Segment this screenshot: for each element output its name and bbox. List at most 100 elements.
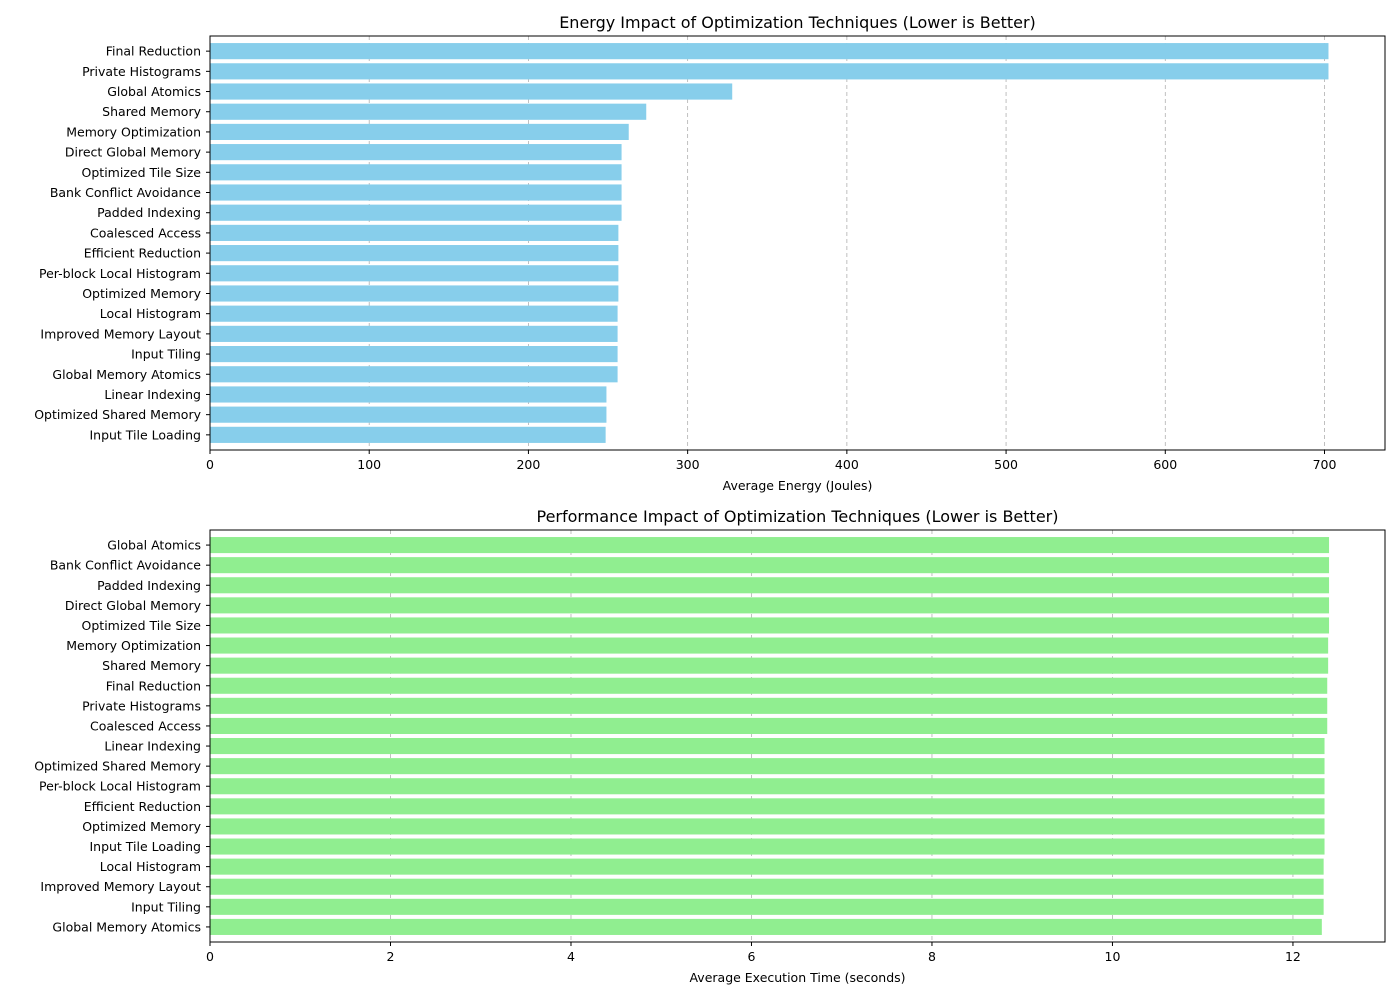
- bar: [210, 184, 622, 201]
- bar: [210, 758, 1325, 775]
- y-tick-label: Optimized Memory: [82, 286, 201, 301]
- y-tick-label: Local Histogram: [100, 306, 201, 321]
- bar: [210, 83, 733, 100]
- bar: [210, 224, 619, 241]
- y-tick-label: Improved Memory Layout: [40, 326, 201, 341]
- bar: [210, 386, 607, 403]
- bar: [210, 798, 1325, 815]
- x-tick-label: 8: [928, 949, 936, 964]
- performance-chart: Global Atomics Bank Conflict Avoidance Pad…: [34, 507, 1386, 985]
- bar: [210, 818, 1325, 835]
- y-tick-label: Local Histogram: [100, 859, 201, 874]
- chart-title: Performance Impact of Optimization Techn…: [537, 507, 1059, 526]
- bar: [210, 345, 618, 363]
- y-tick-label: Direct Global Memory: [65, 145, 202, 160]
- x-tick-label: 0: [206, 457, 214, 472]
- bar: [210, 164, 622, 181]
- y-tick-label: Global Atomics: [107, 538, 201, 553]
- bar: [210, 858, 1324, 875]
- y-tick-label: Private Histograms: [82, 698, 201, 713]
- x-tick-label: 400: [835, 457, 859, 472]
- x-tick-label: 12: [1285, 949, 1301, 964]
- x-tick-label: 6: [747, 949, 755, 964]
- y-tick-label: Final Reduction: [106, 678, 201, 693]
- chart-title: Energy Impact of Optimization Techniques…: [559, 13, 1036, 32]
- y-tick-label: Optimized Tile Size: [82, 165, 202, 180]
- bar: [210, 537, 1330, 554]
- y-tick-label: Optimized Tile Size: [82, 618, 202, 633]
- bar: [210, 878, 1324, 895]
- y-tick-label: Optimized Shared Memory: [34, 407, 201, 422]
- y-tick-label: Bank Conflict Avoidance: [50, 558, 201, 573]
- bar: [210, 717, 1328, 734]
- bar: [210, 738, 1325, 755]
- y-tick-label: Coalesced Access: [90, 718, 201, 733]
- y-tick-label: Shared Memory: [102, 658, 201, 673]
- bar: [210, 898, 1324, 915]
- x-tick-label: 2: [387, 949, 395, 964]
- bar: [210, 204, 622, 221]
- x-tick-label: 600: [1153, 457, 1177, 472]
- bar: [210, 657, 1329, 674]
- y-tick-label: Final Reduction: [106, 44, 201, 59]
- y-tick-label: Per-block Local Histogram: [39, 779, 201, 794]
- y-tick-label: Global Atomics: [107, 84, 201, 99]
- y-tick-label: Input Tile Loading: [89, 839, 201, 854]
- x-tick-label: 200: [516, 457, 540, 472]
- y-tick-label: Private Histograms: [82, 64, 201, 79]
- bar: [210, 577, 1330, 594]
- x-tick-label: 300: [676, 457, 700, 472]
- y-tick-label: Global Memory Atomics: [52, 367, 201, 382]
- x-tick-label: 100: [357, 457, 381, 472]
- plot-frame: [209, 529, 1386, 943]
- bar: [210, 245, 619, 262]
- bar: [210, 637, 1329, 654]
- bar: [210, 305, 618, 322]
- bar: [210, 265, 619, 282]
- bar: [210, 778, 1325, 795]
- bar: [210, 43, 1329, 60]
- y-tick-label: Global Memory Atomics: [52, 919, 201, 934]
- y-tick-label: Input Tiling: [131, 347, 201, 362]
- bar: [210, 617, 1330, 634]
- y-tick-label: Improved Memory Layout: [40, 879, 201, 894]
- y-tick-label: Direct Global Memory: [65, 598, 202, 613]
- y-tick-label: Efficient Reduction: [84, 799, 201, 814]
- y-tick-label: Optimized Shared Memory: [34, 759, 201, 774]
- y-tick-label: Per-block Local Histogram: [39, 266, 201, 281]
- x-axis-label: Average Energy (Joules): [723, 478, 873, 493]
- bar: [210, 557, 1330, 574]
- bar: [210, 597, 1330, 614]
- bar: [210, 285, 619, 302]
- plot-frame: [209, 35, 1386, 451]
- bar: [210, 366, 618, 383]
- bar: [210, 63, 1329, 80]
- y-tick-label: Padded Indexing: [97, 205, 201, 220]
- y-tick-label: Linear Indexing: [104, 739, 201, 754]
- energy-chart: Final Reduction Private Histograms Global …: [34, 13, 1386, 493]
- y-tick-label: Input Tile Loading: [89, 427, 201, 442]
- y-tick-label: Bank Conflict Avoidance: [50, 185, 201, 200]
- y-tick-label: Optimized Memory: [82, 819, 201, 834]
- bar: [210, 426, 606, 443]
- bar: [210, 103, 647, 120]
- x-axis-label: Average Execution Time (seconds): [689, 970, 905, 985]
- y-tick-label: Shared Memory: [102, 104, 201, 119]
- bar: [210, 123, 629, 141]
- bar: [210, 838, 1325, 855]
- y-tick-label: Coalesced Access: [90, 225, 201, 240]
- y-tick-label: Linear Indexing: [104, 387, 201, 402]
- bar: [210, 144, 622, 161]
- y-tick-label: Efficient Reduction: [84, 246, 201, 261]
- x-tick-label: 0: [206, 949, 214, 964]
- y-tick-label: Padded Indexing: [97, 578, 201, 593]
- bar: [210, 697, 1328, 714]
- x-tick-label: 4: [567, 949, 575, 964]
- y-tick-label: Memory Optimization: [66, 124, 201, 139]
- x-tick-label: 700: [1313, 457, 1337, 472]
- y-tick-label: Input Tiling: [131, 899, 201, 914]
- x-tick-label: 10: [1105, 949, 1121, 964]
- bar: [210, 918, 1322, 935]
- bar: [210, 677, 1328, 694]
